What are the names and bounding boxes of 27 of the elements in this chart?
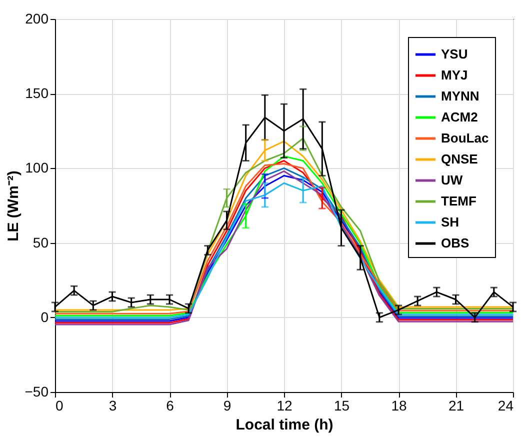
legend-label: MYNN <box>441 88 480 104</box>
x-tick-label: 12 <box>276 398 292 414</box>
y-axis-title: LE (Wm⁻²) <box>4 170 22 242</box>
y-tick-label: 200 <box>25 10 49 26</box>
x-tick-label: 15 <box>334 398 350 414</box>
legend-label: MYJ <box>441 68 468 82</box>
x-axis-title: Local time (h) <box>236 416 334 434</box>
x-tick-label: 18 <box>391 398 407 414</box>
x-tick-label: 3 <box>108 398 117 414</box>
legend-label: YSU <box>441 46 468 62</box>
y-tick-label: −50 <box>24 384 49 400</box>
x-tick-label: 24 <box>498 398 514 414</box>
x-tick-label: 21 <box>448 398 464 414</box>
x-tick-label: 0 <box>56 398 64 414</box>
legend-label: BouLac <box>441 130 489 146</box>
legend-label: TEMF <box>441 194 476 208</box>
legend-label: OBS <box>441 236 470 250</box>
legend-label: UW <box>441 172 464 188</box>
legend-label: QNSE <box>441 152 478 166</box>
y-tick-label: 50 <box>32 234 49 250</box>
y-tick-label: 0 <box>40 308 49 325</box>
legend-label: ACM2 <box>441 110 478 124</box>
y-tick-label: 100 <box>25 160 49 176</box>
x-tick-label: 9 <box>223 398 232 414</box>
y-tick-label: 150 <box>25 85 49 102</box>
legend-label: SH <box>441 214 460 230</box>
x-tick-label: 6 <box>166 398 174 414</box>
